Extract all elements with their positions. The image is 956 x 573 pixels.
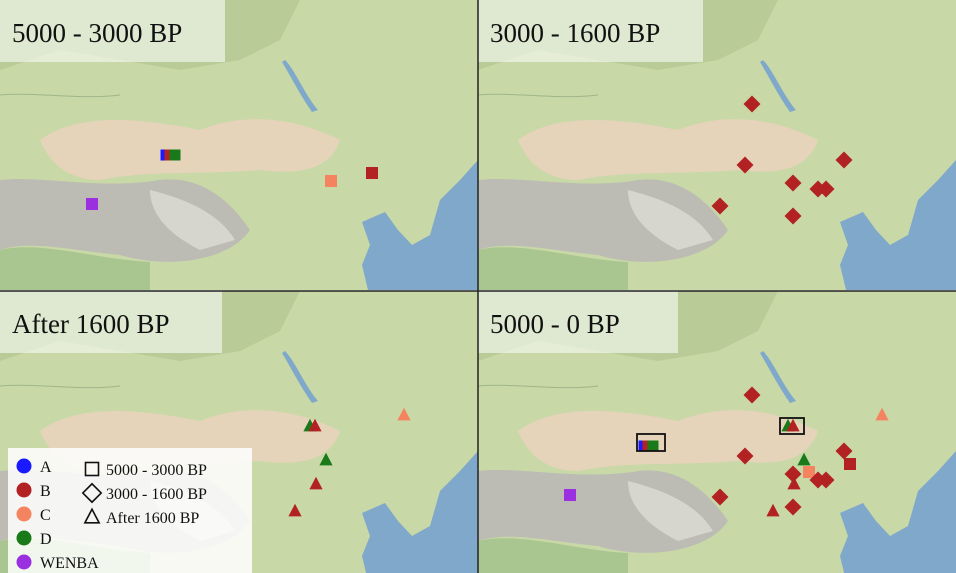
legend-dot: [17, 459, 32, 474]
marker-square: [86, 198, 98, 210]
figure: 5000 - 3000 BP 3000 - 1600 BP After 1600 B…: [0, 0, 956, 573]
marker-square: [844, 458, 856, 470]
marker-square: [170, 150, 181, 161]
map-panel: 5000 - 3000 BP: [0, 0, 478, 290]
panel-title: 5000 - 0 BP: [490, 309, 620, 339]
marker-square: [325, 175, 337, 187]
legend-dot: [17, 507, 32, 522]
marker-square: [803, 466, 815, 478]
legend-dot: [17, 531, 32, 546]
legend-dot: [17, 483, 32, 498]
legend-label: B: [40, 483, 51, 500]
marker-square: [366, 167, 378, 179]
legend-label: 5000 - 3000 BP: [106, 462, 207, 479]
legend-label: C: [40, 507, 51, 524]
legend-label: After 1600 BP: [106, 510, 199, 527]
marker-square: [564, 489, 576, 501]
legend-label: D: [40, 531, 52, 548]
panel-title: After 1600 BP: [12, 309, 170, 339]
marker-square: [648, 441, 659, 452]
legend-label: A: [40, 459, 52, 476]
panel-title: 5000 - 3000 BP: [12, 18, 182, 48]
legend-dot: [17, 555, 32, 570]
map-panel: 5000 - 0 BP: [478, 291, 956, 573]
legend-label: WENBA: [40, 555, 99, 572]
legend-label: 3000 - 1600 BP: [106, 486, 207, 503]
panel-title: 3000 - 1600 BP: [490, 18, 660, 48]
map-panel: 3000 - 1600 BP: [478, 0, 956, 290]
